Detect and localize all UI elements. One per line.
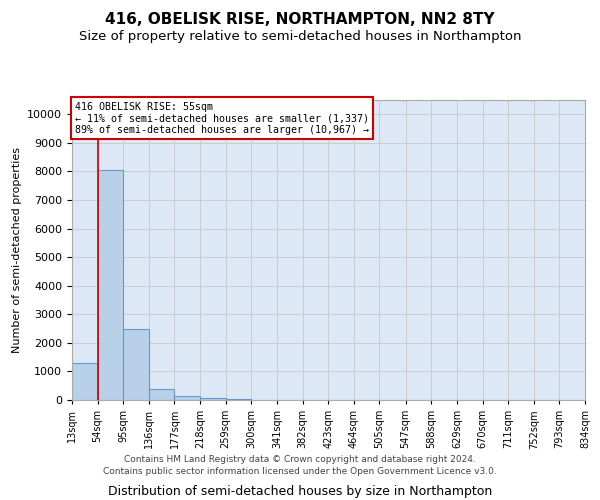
Text: Distribution of semi-detached houses by size in Northampton: Distribution of semi-detached houses by …: [108, 484, 492, 498]
Y-axis label: Number of semi-detached properties: Number of semi-detached properties: [12, 147, 22, 353]
Bar: [72, 363, 98, 400]
Bar: [149, 389, 175, 400]
Bar: [175, 396, 200, 400]
Text: Contains HM Land Registry data © Crown copyright and database right 2024.: Contains HM Land Registry data © Crown c…: [124, 454, 476, 464]
Text: Size of property relative to semi-detached houses in Northampton: Size of property relative to semi-detach…: [79, 30, 521, 43]
Text: 416, OBELISK RISE, NORTHAMPTON, NN2 8TY: 416, OBELISK RISE, NORTHAMPTON, NN2 8TY: [105, 12, 495, 28]
Text: Contains public sector information licensed under the Open Government Licence v3: Contains public sector information licen…: [103, 467, 497, 476]
Bar: [98, 170, 123, 400]
Bar: [123, 328, 149, 400]
Text: 416 OBELISK RISE: 55sqm
← 11% of semi-detached houses are smaller (1,337)
89% of: 416 OBELISK RISE: 55sqm ← 11% of semi-de…: [74, 102, 368, 134]
Bar: [200, 398, 226, 400]
